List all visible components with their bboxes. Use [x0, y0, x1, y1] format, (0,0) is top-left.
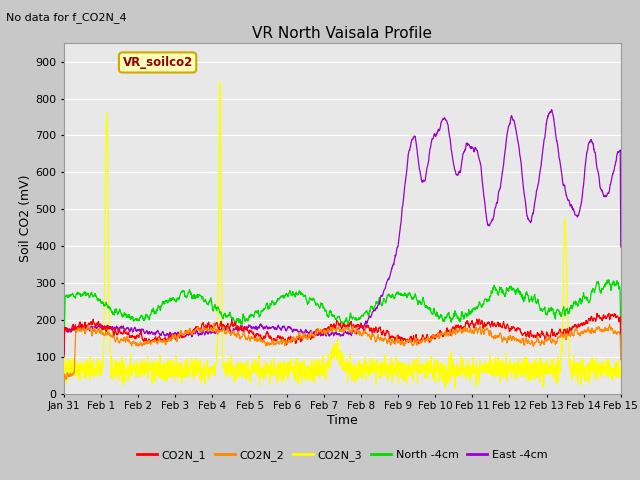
- Text: No data for f_CO2N_4: No data for f_CO2N_4: [6, 12, 127, 23]
- Title: VR North Vaisala Profile: VR North Vaisala Profile: [252, 25, 433, 41]
- X-axis label: Time: Time: [327, 414, 358, 427]
- Text: VR_soilco2: VR_soilco2: [122, 56, 193, 69]
- Legend: CO2N_1, CO2N_2, CO2N_3, North -4cm, East -4cm: CO2N_1, CO2N_2, CO2N_3, North -4cm, East…: [133, 445, 552, 465]
- Y-axis label: Soil CO2 (mV): Soil CO2 (mV): [19, 175, 33, 262]
